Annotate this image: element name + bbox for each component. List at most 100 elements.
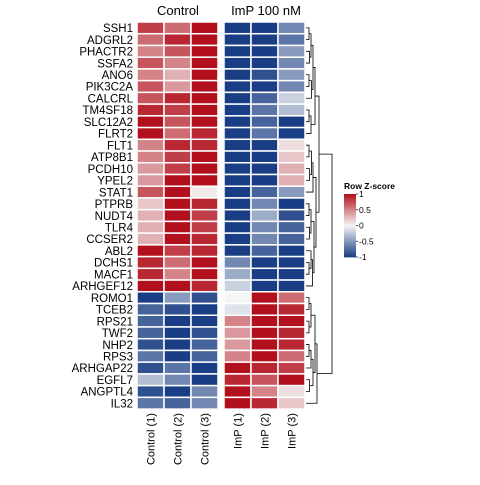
heatmap-cell	[250, 337, 279, 352]
heatmap-cell	[277, 138, 306, 152]
heatmap-cell	[136, 197, 165, 211]
heatmap-cell	[277, 126, 306, 141]
legend-gradient-step	[344, 206, 356, 209]
heatmap-cell	[136, 138, 165, 152]
row-label: TWF2	[102, 328, 133, 340]
heatmap-cell	[223, 337, 252, 352]
heatmap-cell	[277, 91, 306, 105]
heatmap-cell	[277, 162, 306, 176]
legend-tick-label: 0.5	[359, 205, 371, 215]
heatmap-cell	[223, 21, 252, 35]
heatmap-cell	[190, 185, 219, 199]
heatmap-cell	[190, 197, 219, 211]
heatmap-cell	[136, 91, 165, 105]
row-label: PHACTR2	[79, 47, 133, 59]
heatmap-cell	[250, 291, 279, 305]
legend-gradient-step	[344, 201, 356, 204]
heatmap-cell	[277, 32, 306, 47]
dendrogram-branch	[306, 168, 310, 181]
heatmap-cell	[223, 103, 252, 117]
heatmap-cell	[136, 150, 165, 164]
heatmap-cell	[277, 267, 306, 281]
heatmap-cell	[277, 349, 306, 363]
heatmap-cell	[277, 21, 306, 35]
heatmap-cell	[190, 279, 219, 293]
legend-gradient-step	[344, 252, 356, 255]
legend-ticks: 1 0.5 0 -0.5 -1	[356, 189, 374, 262]
legend-gradient-step	[344, 214, 356, 217]
dendrogram-branch	[306, 262, 310, 275]
heatmap-cell	[277, 244, 306, 258]
heatmap-cell	[163, 255, 192, 270]
row-label: NHP2	[102, 340, 133, 352]
heatmap-cell	[277, 361, 306, 375]
heatmap-cell	[223, 68, 252, 82]
group-label-imp: ImP 100 nM	[231, 3, 301, 18]
heatmap-cell	[163, 279, 192, 293]
group-labels: Control ImP 100 nM	[157, 3, 301, 18]
dendrogram-branch	[306, 250, 312, 269]
legend-gradient-step	[344, 239, 356, 242]
heatmap-cell	[163, 32, 192, 47]
heatmap-cell	[136, 126, 165, 141]
legend-gradient-step	[344, 247, 356, 250]
heatmap-cell	[223, 267, 252, 281]
heatmap-cell	[223, 185, 252, 199]
heatmap-cell	[250, 255, 279, 270]
heatmap-cell	[223, 208, 252, 223]
heatmap-cell	[163, 349, 192, 363]
row-label: TM4SF18	[83, 105, 134, 117]
heatmap-cell	[163, 138, 192, 152]
row-label: PTPRB	[95, 199, 134, 211]
row-label: RPS3	[103, 352, 133, 364]
heatmap-cell	[190, 232, 219, 246]
row-label: MACF1	[94, 269, 133, 281]
heatmap-cell	[250, 162, 279, 176]
heatmap-cell	[190, 349, 219, 363]
heatmap-cell	[223, 79, 252, 94]
heatmap-cell	[277, 373, 306, 387]
heatmap-cell	[223, 115, 252, 129]
legend-gradient-step	[344, 225, 356, 228]
heatmap-cell	[163, 267, 192, 281]
heatmap-cell	[136, 208, 165, 223]
heatmap-cell	[223, 162, 252, 176]
heatmap-cell	[190, 396, 219, 410]
group-label-control: Control	[157, 3, 199, 18]
heatmap-cell	[223, 255, 252, 270]
heatmap-cell	[250, 115, 279, 129]
column-label: ImP (3)	[287, 413, 299, 449]
dendrogram-branch	[306, 203, 310, 216]
heatmap-cell	[190, 255, 219, 270]
heatmap-cell	[190, 68, 219, 82]
heatmap-cell	[223, 361, 252, 375]
heatmap-cell	[136, 21, 165, 35]
heatmap-cell	[163, 173, 192, 187]
heatmap-cell	[163, 232, 192, 246]
heatmap-cell	[277, 279, 306, 293]
heatmap-cell	[163, 396, 192, 410]
row-label: STAT1	[99, 187, 133, 199]
row-label: SLC12A2	[84, 117, 133, 129]
heatmap-cell	[136, 384, 165, 399]
legend-gradient-step	[344, 198, 356, 201]
heatmap-cell	[163, 68, 192, 82]
heatmap-cell	[163, 21, 192, 35]
heatmap-cell	[136, 255, 165, 270]
heatmap-cell	[190, 162, 219, 176]
legend-gradient-step	[344, 238, 356, 241]
dendrogram-branch	[306, 379, 310, 392]
heatmap-cell	[277, 173, 306, 187]
heatmap-cell	[223, 150, 252, 164]
heatmap-cell	[136, 103, 165, 117]
heatmap-cell	[223, 279, 252, 293]
heatmap-cell	[136, 314, 165, 328]
heatmap-cell	[136, 56, 165, 70]
heatmap-cell	[250, 232, 279, 246]
row-label: IL32	[111, 398, 133, 410]
heatmap-cell	[136, 68, 165, 82]
heatmap-cell	[223, 197, 252, 211]
legend-tick-label: -0.5	[359, 236, 374, 246]
heatmap-cell	[250, 361, 279, 375]
